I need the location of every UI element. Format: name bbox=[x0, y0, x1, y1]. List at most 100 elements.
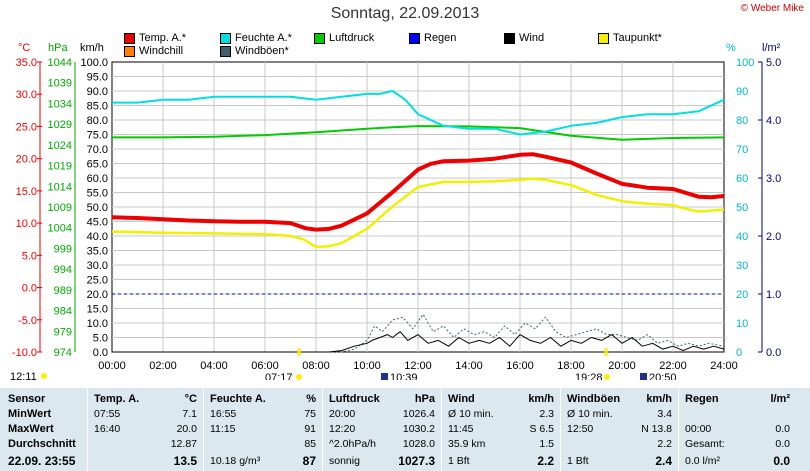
stats-wind-unit: km/h bbox=[528, 393, 554, 405]
stats-hum-absolute: 10.18 g/m³ bbox=[210, 455, 261, 467]
sun-icon bbox=[41, 373, 47, 379]
legend-swatch-windchill bbox=[124, 45, 135, 57]
stats-hum-current-value: 87 bbox=[302, 454, 316, 468]
wind-tick-label: 65.0 bbox=[87, 159, 108, 171]
pressure-tick-label: 1029 bbox=[48, 119, 72, 131]
stats-gust-beaufort: 1 Bft bbox=[567, 455, 589, 467]
legend-humidity: Feuchte A.* bbox=[220, 32, 292, 44]
temp-tick-label: -5.0 bbox=[18, 315, 37, 327]
stats-gust-avg10-label: Ø 10 min. bbox=[567, 408, 613, 420]
humidity-tick-label: 40 bbox=[736, 231, 748, 243]
humidity-tick-label: 20 bbox=[736, 289, 748, 301]
pressure-tick-label: 1014 bbox=[48, 181, 72, 193]
wind-tick-label: 100.0 bbox=[80, 57, 108, 69]
humidity-tick-label: 50 bbox=[736, 202, 748, 214]
stats-press-min-time: 20:00 bbox=[329, 408, 356, 420]
x-tick-label: 12:00 bbox=[404, 360, 432, 372]
axis-unit-humidity: % bbox=[726, 42, 736, 54]
pressure-tick-label: 989 bbox=[54, 285, 72, 297]
stats-row-current-label: 22.09. 23:55 bbox=[8, 454, 76, 468]
temp-tick-label: 10.0 bbox=[16, 218, 37, 230]
stats-col-pressure: Luftdruck hPa 20:00 1026.4 12:20 1030.2 … bbox=[323, 388, 441, 471]
temp-tick-label: 0.0 bbox=[22, 283, 37, 295]
rain-tick-label: 2.0 bbox=[766, 231, 781, 243]
humidity-tick-label: 60 bbox=[736, 173, 748, 185]
stats-hum-max-time: 11:15 bbox=[210, 423, 236, 435]
x-tick-label: 00:00 bbox=[98, 360, 126, 372]
stats-hum-max-value: 91 bbox=[304, 423, 316, 435]
stats-temp-current-value: 13.5 bbox=[173, 454, 197, 468]
humidity-tick-label: 90 bbox=[736, 86, 748, 98]
wind-tick-label: 40.0 bbox=[87, 231, 108, 243]
axis-unit-pressure: hPa bbox=[48, 42, 68, 54]
wind-tick-label: 60.0 bbox=[87, 173, 108, 185]
stats-separator bbox=[322, 388, 323, 471]
stats-wind-distance: 35.9 km bbox=[448, 438, 486, 450]
stats-press-unit: hPa bbox=[414, 393, 435, 405]
stats-row-min-label: MinWert bbox=[8, 408, 52, 420]
legend-temp: Temp. A.* bbox=[124, 32, 186, 44]
moon-icon bbox=[381, 373, 388, 380]
stats-hum-min-time: 16:55 bbox=[210, 408, 237, 420]
legend-windchill: Windchill bbox=[124, 45, 183, 57]
stats-gust-header: Windböen bbox=[567, 393, 621, 405]
wind-tick-label: 30.0 bbox=[87, 260, 108, 272]
humidity-tick-label: 30 bbox=[736, 260, 748, 272]
series-line-taupunkt bbox=[111, 177, 725, 249]
moonset-label: 20:50 bbox=[649, 372, 677, 380]
stats-row-avg-label: Durchschnitt bbox=[8, 438, 76, 450]
stats-gust-current-value: 2.4 bbox=[655, 454, 672, 468]
wind-tick-label: 80.0 bbox=[87, 115, 108, 127]
temp-tick-label: 30.0 bbox=[16, 89, 37, 101]
rain-tick-label: 3.0 bbox=[766, 173, 781, 185]
wind-tick-label: 15.0 bbox=[87, 304, 108, 316]
temp-tick-label: -10.0 bbox=[12, 347, 37, 359]
moonrise-label: 10:39 bbox=[390, 372, 418, 380]
pressure-tick-label: 1039 bbox=[48, 78, 72, 90]
stats-header-sensor: Sensor bbox=[8, 393, 46, 405]
legend-swatch-dewpoint bbox=[598, 32, 609, 44]
stats-press-max-time: 12:20 bbox=[329, 423, 356, 435]
copyright-label: © Weber Mike bbox=[740, 3, 804, 14]
stats-press-max-value: 1030.2 bbox=[402, 423, 435, 435]
series-line-wind bbox=[112, 331, 725, 353]
x-tick-label: 02:00 bbox=[149, 360, 177, 372]
statistics-table: Sensor MinWert MaxWert Durchschnitt 22.0… bbox=[0, 388, 810, 471]
wind-tick-label: 5.0 bbox=[93, 333, 108, 345]
stats-rain-current-value: 0.0 bbox=[773, 454, 790, 468]
x-tick-label: 06:00 bbox=[251, 360, 279, 372]
x-tick-label: 10:00 bbox=[353, 360, 381, 372]
sunset-label: 19:28 bbox=[575, 372, 603, 380]
stats-wind-max-value: S 6.5 bbox=[529, 423, 554, 435]
stats-press-trend: ^2.0hPa/h bbox=[329, 438, 376, 450]
stats-row-max-label: MaxWert bbox=[8, 423, 54, 435]
stats-rain-today-value: 0.0 bbox=[775, 423, 790, 435]
stats-gust-avg-value: 2.2 bbox=[657, 438, 672, 450]
wind-tick-label: 35.0 bbox=[87, 246, 108, 258]
wind-tick-label: 75.0 bbox=[87, 130, 108, 142]
stats-hum-header: Feuchte A. bbox=[210, 393, 266, 405]
stats-wind-max-time: 11:45 bbox=[448, 423, 474, 435]
weather-chart: °C hPa km/h% l/m² 35.0 30.0 25.0 20.0 15.0 10.0 5.… bbox=[10, 42, 781, 380]
stats-col-rain: Regen l/m² 00:00 0.0 Gesamt: 0.0 0.0 l/m… bbox=[679, 388, 796, 471]
stats-separator bbox=[203, 388, 204, 471]
wind-tick-label: 70.0 bbox=[87, 144, 108, 156]
stats-press-current-value: 1027.3 bbox=[398, 454, 435, 468]
stats-temp-min-time: 07:55 bbox=[94, 408, 121, 420]
x-tick-label: 22:00 bbox=[659, 360, 687, 372]
stats-separator bbox=[560, 388, 561, 471]
pressure-tick-label: 1034 bbox=[48, 98, 72, 110]
sunrise-icon bbox=[296, 374, 302, 380]
wind-tick-label: 10.0 bbox=[87, 318, 108, 330]
chart-title: Sonntag, 22.09.2013 bbox=[330, 5, 480, 22]
temp-tick-label: 15.0 bbox=[16, 186, 37, 198]
series-line-luftdruck bbox=[112, 125, 725, 141]
stats-col-sensor: Sensor MinWert MaxWert Durchschnitt 22.0… bbox=[0, 388, 87, 471]
stats-press-forecast: sonnig bbox=[329, 455, 360, 467]
stats-temp-avg-value: 12.87 bbox=[170, 438, 197, 450]
stats-press-avg-value: 1028.0 bbox=[402, 438, 435, 450]
humidity-tick-label: 80 bbox=[736, 115, 748, 127]
stats-separator bbox=[87, 388, 88, 471]
stats-col-temp: Temp. A. °C 07:55 7.1 16:40 20.0 12.87 1… bbox=[88, 388, 203, 471]
stats-hum-unit: % bbox=[306, 393, 316, 405]
